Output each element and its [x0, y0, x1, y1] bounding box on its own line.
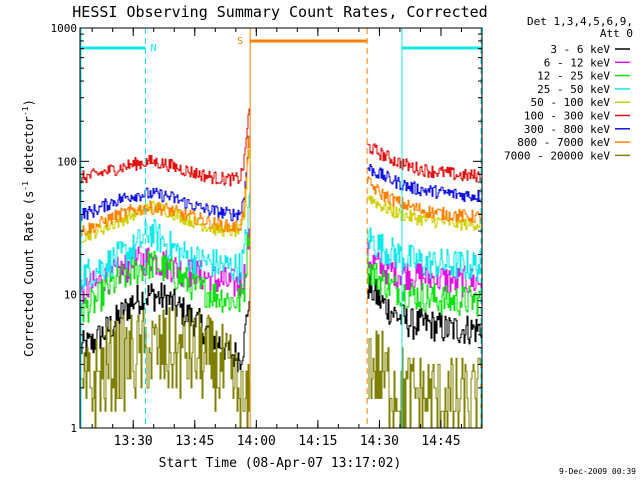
- time-markers: NS: [80, 28, 482, 428]
- saa-annotation: S: [237, 36, 243, 47]
- series-6-segment-0: [80, 135, 251, 222]
- y-label-end: ): [22, 99, 36, 106]
- series-3-segment-1: [367, 227, 483, 282]
- legend-label-4: 50 - 100 keV: [531, 96, 611, 109]
- plot-frame: [79, 27, 483, 429]
- series-5-segment-1: [367, 143, 483, 183]
- legend-label-8: 7000 - 20000 keV: [504, 149, 610, 162]
- ytick-label-0: 1: [70, 422, 77, 435]
- ytick-label-3: 1000: [51, 22, 78, 35]
- y-label-sup1: -1: [21, 181, 30, 191]
- legend-label-3: 25 - 50 keV: [537, 83, 610, 96]
- night-annotation: N: [151, 43, 157, 54]
- xtick-label-4: 14:30: [360, 434, 399, 449]
- chart-title: HESSI Observing Summary Count Rates, Cor…: [72, 3, 487, 21]
- legend-label-7: 800 - 7000 keV: [517, 136, 610, 149]
- series-0-segment-1: [367, 273, 483, 345]
- ytick-label-2: 100: [57, 155, 77, 168]
- series-1-segment-1: [367, 242, 483, 298]
- series-5-segment-0: [80, 108, 251, 187]
- legend-label-2: 12 - 25 keV: [537, 70, 610, 83]
- series-8-segment-1: [367, 330, 483, 429]
- y-label-main: Corrected Count Rate (s: [22, 191, 36, 357]
- legend-label-5: 100 - 300 keV: [524, 110, 610, 123]
- series-7-segment-1: [367, 176, 483, 224]
- ytick-label-1: 10: [64, 289, 77, 302]
- legend-label-6: 300 - 800 keV: [524, 123, 610, 136]
- xtick-label-3: 14:15: [298, 434, 337, 449]
- footer-date: 9-Dec-2009 00:39: [559, 467, 636, 476]
- y-axis-label: Corrected Count Rate (s-1 detector-1): [21, 99, 36, 357]
- legend-header-0: Det 1,3,4,5,6,9,: [527, 15, 633, 28]
- series-6-segment-1: [367, 164, 483, 202]
- x-axis-label: Start Time (08-Apr-07 13:17:02): [159, 456, 402, 471]
- xtick-label-2: 14:00: [237, 434, 276, 449]
- series-3-segment-0: [80, 194, 251, 290]
- series-2-segment-0: [80, 232, 251, 323]
- legend-label-0: 3 - 6 keV: [550, 43, 610, 56]
- y-label-sup2: -1: [21, 106, 30, 116]
- series-4-segment-0: [80, 150, 251, 243]
- xtick-label-5: 14:45: [421, 434, 460, 449]
- data-traces: [80, 108, 483, 429]
- xtick-label-0: 13:30: [114, 434, 153, 449]
- axes: 1 10 100 1000 13:30 13:45 14:00 14:15 14:30 14:45: [51, 22, 483, 449]
- series-8-segment-0: [80, 307, 251, 429]
- legend-header-1: Att 0: [600, 27, 633, 40]
- series-2-segment-1: [367, 254, 483, 317]
- xtick-label-1: 13:45: [175, 434, 214, 449]
- series-7-segment-0: [80, 136, 251, 237]
- legend-label-1: 6 - 12 keV: [544, 56, 611, 69]
- y-label-mid: detector: [22, 116, 36, 181]
